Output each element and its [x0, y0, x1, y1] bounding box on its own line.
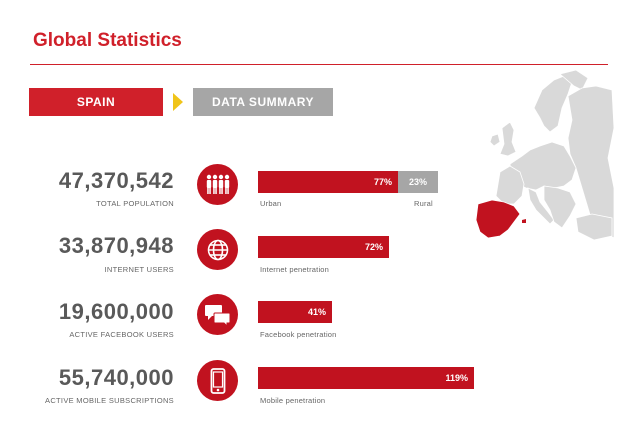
- chat-bubbles-icon: [197, 294, 238, 335]
- arrow-right-icon: [173, 93, 183, 111]
- total-population-label: TOTAL POPULATION: [96, 199, 174, 208]
- rural-bar: 23%: [398, 171, 438, 193]
- spain-highlight: [475, 199, 521, 239]
- tab-data-summary[interactable]: DATA SUMMARY: [193, 88, 333, 116]
- people-icon: [197, 164, 238, 205]
- mobile-penetration-bar: 119%: [258, 367, 474, 389]
- page-title: Global Statistics: [33, 30, 182, 51]
- title-divider: [30, 64, 608, 65]
- tab-spain[interactable]: SPAIN: [29, 88, 163, 116]
- rural-caption: Rural: [414, 199, 433, 208]
- mobile-subscriptions-label: ACTIVE MOBILE SUBSCRIPTIONS: [45, 396, 174, 405]
- internet-users-value: 33,870,948: [58, 233, 174, 258]
- globe-icon: [197, 229, 238, 270]
- internet-users-label: INTERNET USERS: [104, 265, 174, 274]
- europe-map: [475, 69, 614, 241]
- urban-caption: Urban: [260, 199, 282, 208]
- facebook-users-label: ACTIVE FACEBOOK USERS: [69, 330, 174, 339]
- facebook-users-value: 19,600,000: [58, 299, 174, 324]
- facebook-penetration-caption: Facebook penetration: [260, 330, 337, 339]
- mobile-penetration-caption: Mobile penetration: [260, 396, 326, 405]
- urban-bar: 77%: [258, 171, 398, 193]
- facebook-penetration-bar: 41%: [258, 301, 332, 323]
- total-population-value: 47,370,542: [58, 168, 174, 193]
- mobile-subscriptions-value: 55,740,000: [58, 365, 174, 390]
- internet-penetration-bar: 72%: [258, 236, 389, 258]
- mobile-phone-icon: [197, 360, 238, 401]
- internet-penetration-caption: Internet penetration: [260, 265, 330, 274]
